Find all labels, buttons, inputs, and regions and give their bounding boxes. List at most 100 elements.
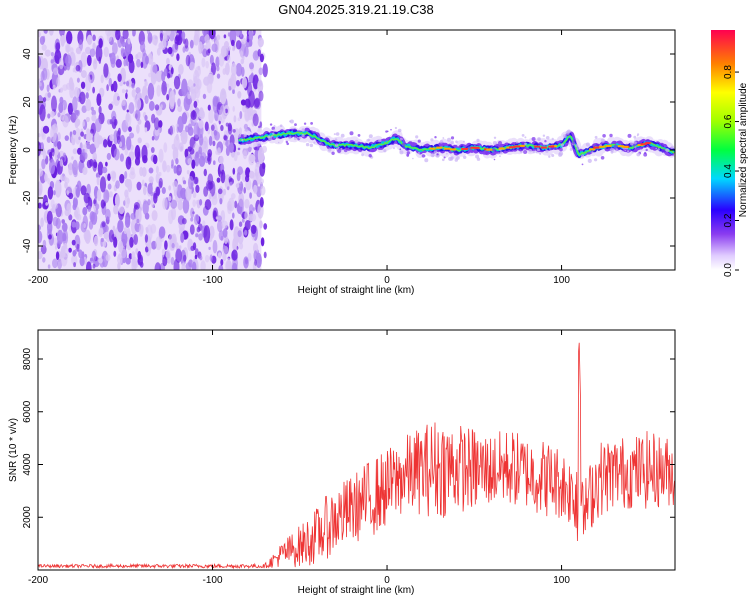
noise-speckle — [128, 126, 132, 132]
noise-speckle — [237, 166, 244, 176]
noise-speckle — [91, 114, 97, 122]
trace-speckle — [539, 152, 542, 155]
noise-speckle — [83, 222, 86, 229]
noise-speckle — [95, 203, 100, 210]
trace-speckle — [631, 151, 634, 154]
noise-speckle — [75, 187, 80, 198]
noise-speckle — [136, 218, 140, 224]
noise-speckle — [125, 257, 131, 265]
noise-speckle — [147, 53, 154, 65]
noise-speckle — [202, 220, 206, 227]
noise-speckle — [140, 61, 144, 68]
noise-speckle — [126, 80, 130, 87]
noise-speckle — [253, 184, 258, 194]
noise-speckle — [175, 248, 182, 263]
noise-speckle — [189, 39, 194, 49]
trace-speckle — [621, 150, 623, 152]
noise-speckle — [135, 108, 141, 121]
noise-speckle — [195, 233, 199, 238]
noise-speckle — [112, 42, 118, 55]
noise-speckle — [222, 188, 227, 196]
trace-speckle — [412, 157, 414, 160]
noise-speckle — [76, 47, 81, 54]
noise-speckle — [193, 122, 200, 139]
noise-speckle — [78, 136, 81, 141]
trace-speckle — [485, 151, 490, 156]
noise-speckle — [171, 206, 176, 221]
trace-speckle — [447, 137, 451, 142]
noise-speckle — [206, 49, 211, 56]
noise-speckle — [192, 191, 197, 199]
noise-speckle — [259, 178, 264, 185]
trace-speckle — [492, 141, 497, 145]
noise-speckle — [125, 89, 128, 93]
noise-speckle — [44, 30, 48, 34]
noise-speckle — [220, 259, 224, 266]
noise-speckle — [163, 142, 168, 153]
noise-speckle — [144, 212, 150, 220]
noise-speckle — [253, 242, 259, 254]
noise-speckle — [216, 177, 221, 183]
trace-speckle — [430, 138, 434, 142]
noise-speckle — [101, 221, 106, 228]
noise-speckle — [152, 154, 158, 165]
noise-speckle — [39, 82, 42, 87]
noise-speckle — [128, 102, 135, 114]
trace-speckle — [535, 151, 538, 154]
trace-speckle — [613, 144, 618, 149]
noise-speckle — [239, 30, 243, 38]
noise-speckle — [59, 159, 64, 167]
noise-speckle — [69, 81, 75, 91]
noise-speckle — [212, 240, 218, 254]
trace-speckle — [575, 144, 579, 148]
noise-speckle — [100, 74, 104, 84]
noise-speckle — [259, 197, 264, 208]
trace-speckle — [665, 148, 670, 153]
trace-peak — [461, 147, 468, 150]
x-tick-label: -200 — [28, 275, 48, 286]
noise-speckle — [166, 57, 170, 66]
trace-speckle — [368, 134, 373, 139]
noise-speckle — [82, 167, 88, 175]
noise-speckle — [203, 225, 211, 244]
noise-speckle — [249, 62, 254, 70]
trace-speckle — [493, 136, 497, 139]
noise-speckle — [145, 55, 149, 65]
noise-speckle — [202, 136, 209, 154]
trace-speckle — [585, 142, 590, 147]
noise-speckle — [144, 234, 148, 243]
noise-speckle — [232, 212, 235, 219]
noise-speckle — [123, 58, 127, 67]
noise-speckle — [162, 160, 167, 173]
noise-speckle — [205, 180, 213, 191]
noise-speckle — [72, 130, 77, 136]
noise-speckle — [109, 53, 112, 58]
noise-speckle — [117, 73, 122, 82]
noise-speckle — [223, 135, 228, 141]
noise-speckle — [155, 186, 161, 196]
trace-speckle — [442, 137, 445, 139]
noise-speckle — [263, 223, 268, 230]
noise-speckle — [85, 46, 91, 55]
colorbar-label: Normalized spectral amplitude — [738, 82, 749, 217]
noise-speckle — [42, 150, 47, 160]
noise-speckle — [238, 221, 243, 227]
noise-speckle — [112, 33, 116, 41]
noise-speckle — [50, 148, 55, 153]
noise-speckle — [55, 251, 60, 260]
noise-speckle — [121, 142, 126, 151]
noise-speckle — [92, 159, 97, 172]
noise-speckle — [74, 128, 81, 145]
noise-speckle — [189, 148, 195, 155]
trace-peak — [605, 144, 612, 147]
noise-speckle — [45, 202, 49, 206]
colorbar-gradient — [711, 30, 735, 270]
noise-speckle — [240, 99, 246, 106]
noise-speckle — [91, 250, 97, 262]
noise-speckle — [40, 217, 44, 228]
x-tick-label: -100 — [203, 575, 223, 586]
noise-speckle — [151, 210, 158, 221]
noise-speckle — [193, 100, 198, 108]
noise-speckle — [216, 34, 221, 41]
noise-speckle — [193, 176, 199, 185]
